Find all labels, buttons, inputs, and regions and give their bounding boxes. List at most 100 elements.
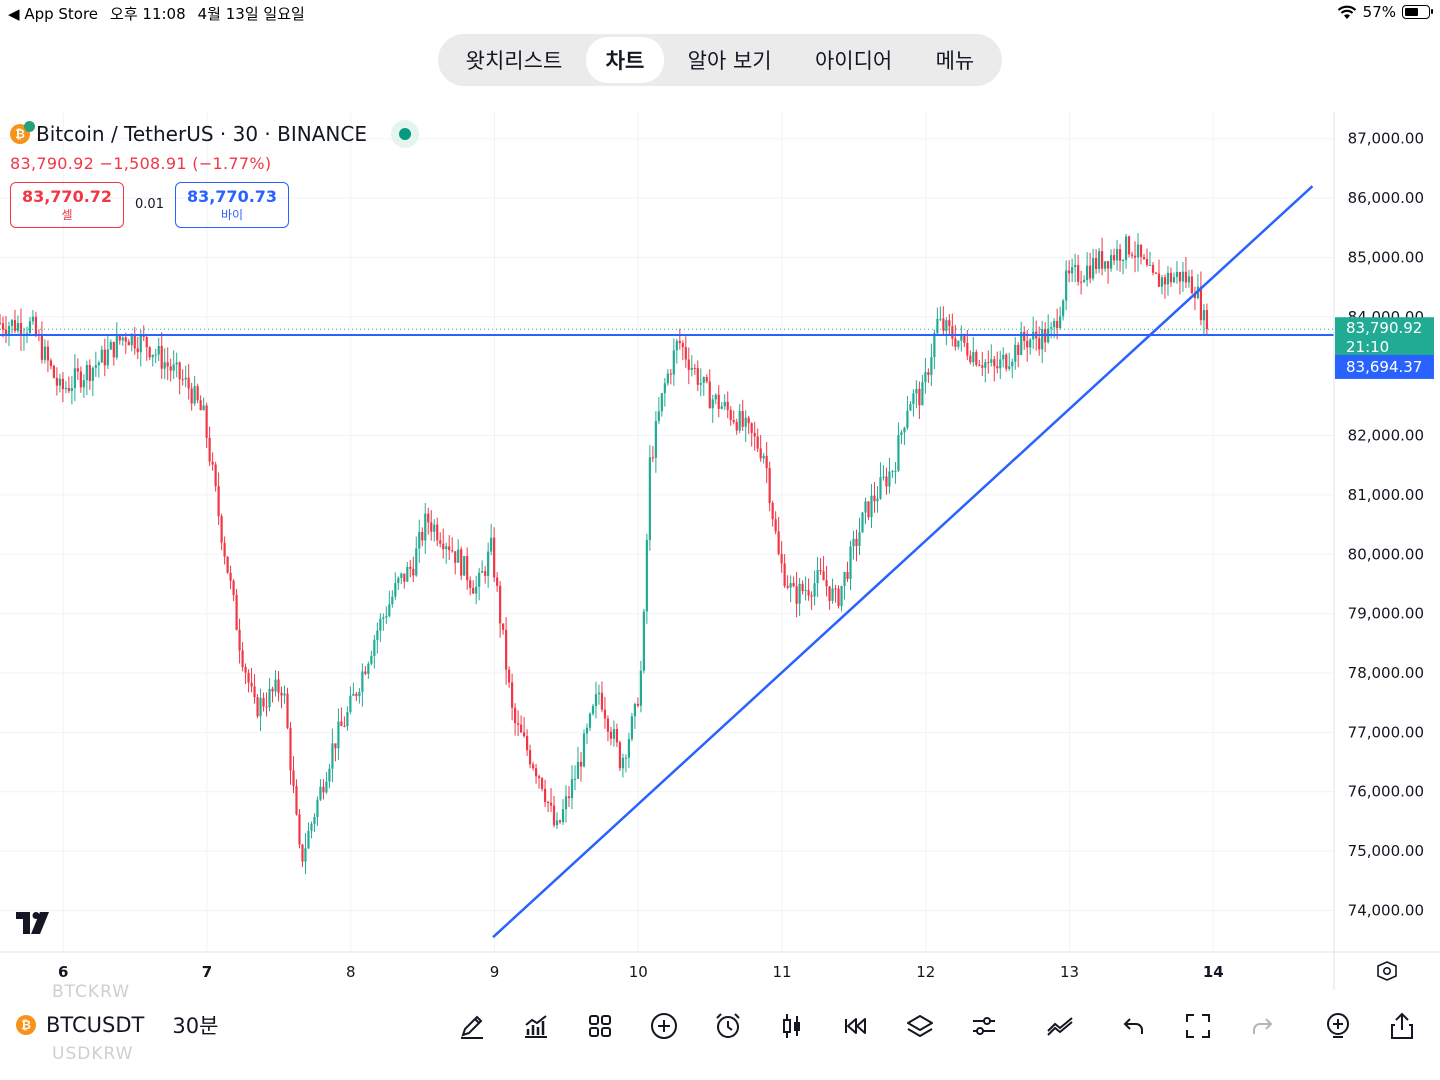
status-date: 4월 13일 일요일 xyxy=(197,5,305,23)
draw-tool-button[interactable] xyxy=(452,1006,492,1046)
candle xyxy=(427,507,430,535)
price-change-percent: (−1.77%) xyxy=(192,154,272,173)
trend-tool-button[interactable] xyxy=(1040,1006,1080,1046)
tab-ideas[interactable]: 아이디어 xyxy=(814,49,893,73)
candle xyxy=(31,309,35,325)
candle xyxy=(744,410,747,442)
y-tick-label: 80,000.00 xyxy=(1348,545,1424,563)
spread-value: 0.01 xyxy=(135,197,164,212)
candle xyxy=(49,358,53,370)
tradingview-logo-icon[interactable] xyxy=(16,912,56,934)
tab-explore[interactable]: 알아 보기 xyxy=(687,49,772,73)
candle xyxy=(16,315,20,334)
candle xyxy=(918,381,921,420)
trend-line-drawing[interactable] xyxy=(492,185,1314,939)
x-tick-label: 13 xyxy=(1060,963,1079,981)
candle xyxy=(525,729,529,757)
candle xyxy=(325,771,328,794)
indicators-button[interactable] xyxy=(516,1006,556,1046)
candle xyxy=(193,376,196,406)
candle xyxy=(810,591,813,610)
add-chart-button[interactable] xyxy=(1318,1006,1358,1046)
candle xyxy=(1041,320,1044,364)
candle xyxy=(531,761,535,771)
candle xyxy=(714,393,717,405)
candle xyxy=(175,352,178,378)
candle xyxy=(10,318,14,334)
candle xyxy=(573,765,577,791)
candle xyxy=(439,532,442,548)
candle xyxy=(211,452,214,471)
candle xyxy=(184,365,187,388)
candle xyxy=(406,561,409,583)
candle xyxy=(606,715,610,742)
candle xyxy=(870,484,873,528)
sell-button[interactable]: 83,770.72 셀 xyxy=(10,182,124,228)
market-open-status-icon[interactable] xyxy=(390,120,419,148)
fullscreen-button[interactable] xyxy=(1178,1006,1218,1046)
candle xyxy=(190,382,193,411)
bitcoin-coin-icon: ₿ xyxy=(16,1015,36,1035)
candle xyxy=(861,512,864,533)
candle xyxy=(274,670,277,697)
candle xyxy=(280,686,283,709)
symbol-header[interactable]: ₿ Bitcoin / TetherUS · 30 · BINANCE xyxy=(10,120,419,148)
candle xyxy=(969,350,972,365)
undo-button[interactable] xyxy=(1114,1006,1154,1046)
alert-button[interactable] xyxy=(708,1006,748,1046)
candle xyxy=(687,347,690,385)
add-button[interactable] xyxy=(644,1006,684,1046)
replay-button[interactable] xyxy=(836,1006,876,1046)
chart-settings-button[interactable] xyxy=(964,1006,1004,1046)
candle xyxy=(729,406,732,426)
candle xyxy=(514,703,517,736)
candle xyxy=(945,317,948,346)
redo-button[interactable] xyxy=(1242,1006,1282,1046)
y-tick-label: 78,000.00 xyxy=(1348,664,1424,682)
interval-selector[interactable]: 30분 xyxy=(172,1014,219,1038)
candle xyxy=(822,556,825,581)
candle xyxy=(705,374,708,384)
candle xyxy=(253,674,256,704)
candle xyxy=(442,528,445,559)
candle xyxy=(415,536,418,577)
candle xyxy=(463,555,466,576)
candle xyxy=(109,339,112,351)
candle xyxy=(984,359,987,383)
chart-tools xyxy=(450,1006,1440,1046)
candle xyxy=(472,580,475,594)
candle xyxy=(217,472,220,525)
y-tick-label: 82,000.00 xyxy=(1348,427,1424,445)
candle xyxy=(34,311,38,337)
price-chart[interactable]: 87,000.0086,000.0085,000.0084,000.0082,0… xyxy=(0,112,1440,990)
candle xyxy=(241,642,244,672)
candle xyxy=(490,523,493,556)
axis-settings-gear-icon[interactable] xyxy=(1377,961,1397,981)
candle xyxy=(127,339,130,346)
candle xyxy=(528,744,532,769)
candle xyxy=(448,535,451,561)
y-tick-label: 79,000.00 xyxy=(1348,605,1424,623)
layout-button[interactable] xyxy=(580,1006,620,1046)
symbol-ticker: BTCUSDT xyxy=(46,1013,145,1037)
candle xyxy=(633,702,636,730)
candle xyxy=(64,381,67,394)
chart-type-button[interactable] xyxy=(772,1006,812,1046)
next-symbol-ghost: USDKRW xyxy=(52,1044,134,1064)
candle xyxy=(1097,248,1101,274)
tab-watchlist[interactable]: 왓치리스트 xyxy=(465,49,563,73)
back-to-app-link[interactable]: ◀ App Store xyxy=(8,4,99,23)
candle xyxy=(1166,265,1170,296)
candle xyxy=(412,556,415,583)
tab-chart[interactable]: 차트 xyxy=(585,37,665,83)
candle xyxy=(873,482,876,513)
candle xyxy=(936,307,939,335)
tab-menu[interactable]: 메뉴 xyxy=(935,49,975,73)
buy-button[interactable]: 83,770.73 바이 xyxy=(175,182,289,228)
share-button[interactable] xyxy=(1382,1006,1422,1046)
candle xyxy=(244,663,247,685)
candle xyxy=(957,340,960,350)
object-tree-button[interactable] xyxy=(900,1006,940,1046)
candle xyxy=(576,746,580,779)
symbol-selector[interactable]: ₿ BTCUSDT 30분 xyxy=(16,1010,218,1040)
